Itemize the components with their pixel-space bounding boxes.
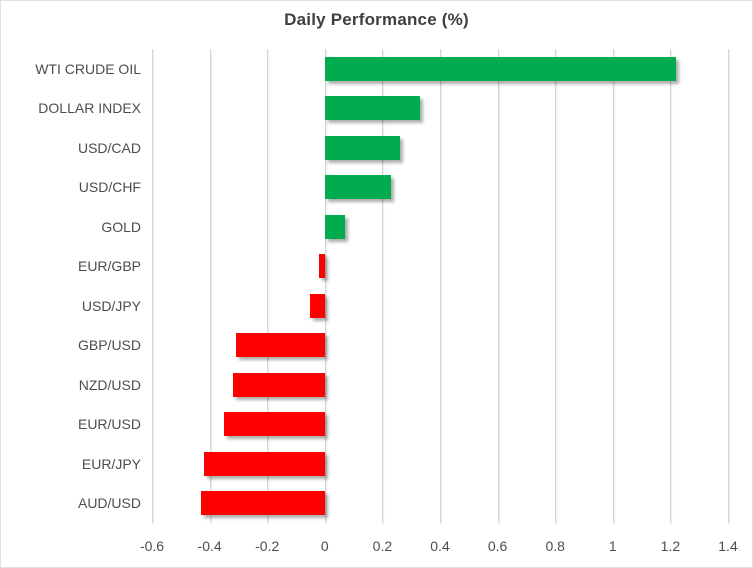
category-label-eur-usd: EUR/USD bbox=[77, 416, 141, 433]
bar-usd-chf bbox=[324, 175, 391, 200]
x-tick-label: 1.4 bbox=[718, 538, 738, 554]
bar-eur-usd bbox=[224, 412, 325, 437]
x-tick-label: 0.6 bbox=[487, 538, 508, 554]
x-tick-label: 1.2 bbox=[660, 538, 681, 554]
category-label-nzd-usd: NZD/USD bbox=[78, 376, 141, 393]
bar-usd-jpy bbox=[310, 293, 325, 318]
gridline bbox=[440, 49, 441, 523]
gridline bbox=[728, 49, 729, 523]
x-tick-label: 0.4 bbox=[430, 538, 450, 554]
category-label-eur-gbp: EUR/GBP bbox=[77, 258, 141, 275]
bar-nzd-usd bbox=[232, 372, 325, 397]
x-tick-label: 0.8 bbox=[545, 538, 565, 554]
y-axis-category-labels: WTI CRUDE OIL DOLLAR INDEX USD/CAD USD/CHF G… bbox=[1, 49, 141, 523]
x-axis-tick-labels: -0.6 -0.4 -0.2 0 0.2 0.4 0.6 0.8 1 1.2 1.4 bbox=[140, 538, 738, 558]
bar-dollar-index bbox=[324, 96, 420, 121]
gridline bbox=[209, 49, 211, 523]
bar-usd-cad bbox=[324, 135, 400, 160]
category-label-usd-chf: USD/CHF bbox=[78, 179, 141, 196]
bar-eur-gbp bbox=[319, 254, 325, 279]
plot-area bbox=[152, 49, 729, 523]
bar-aud-usd bbox=[201, 491, 325, 516]
bar-gold bbox=[324, 214, 345, 239]
gridline bbox=[497, 49, 499, 523]
category-label-aud-usd: AUD/USD bbox=[77, 495, 141, 512]
x-tick-label: -0.2 bbox=[255, 538, 280, 554]
gridline bbox=[152, 49, 153, 523]
bar-gbp-usd bbox=[235, 333, 325, 358]
category-label-usd-jpy: USD/JPY bbox=[81, 297, 141, 314]
x-tick-label: 0 bbox=[320, 538, 329, 554]
gridline bbox=[324, 49, 326, 523]
bar-eur-jpy bbox=[203, 451, 325, 476]
x-tick-label: 0.2 bbox=[372, 538, 393, 554]
gridline bbox=[555, 49, 557, 523]
gridline bbox=[612, 49, 614, 523]
gridline bbox=[670, 49, 672, 523]
category-label-wti-crude-oil: WTI CRUDE OIL bbox=[35, 60, 141, 77]
x-tick-label: 1 bbox=[608, 538, 617, 554]
category-label-eur-jpy: EUR/JPY bbox=[81, 455, 141, 472]
category-label-gbp-usd: GBP/USD bbox=[77, 337, 141, 354]
gridline bbox=[267, 49, 269, 523]
x-tick-label: -0.4 bbox=[197, 538, 222, 554]
bar-wti-crude-oil bbox=[324, 56, 677, 81]
x-tick-label: -0.6 bbox=[139, 538, 165, 554]
chart-title: Daily Performance (%) bbox=[284, 10, 469, 29]
gridline bbox=[382, 49, 384, 523]
category-label-dollar-index: DOLLAR INDEX bbox=[38, 100, 141, 117]
category-label-usd-cad: USD/CAD bbox=[77, 139, 141, 156]
category-label-gold: GOLD bbox=[101, 218, 141, 235]
